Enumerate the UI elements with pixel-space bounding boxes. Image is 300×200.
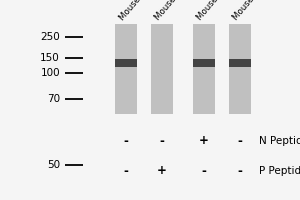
Text: P Peptide: P Peptide (259, 166, 300, 176)
Text: N Peptide: N Peptide (259, 136, 300, 146)
Text: -: - (202, 164, 206, 178)
Text: -: - (160, 134, 164, 148)
Text: -: - (124, 134, 128, 148)
Text: -: - (238, 134, 242, 148)
Bar (229, 59, 251, 67)
Bar (115, 24, 137, 114)
Text: +: + (199, 134, 209, 148)
Text: 100: 100 (40, 68, 60, 78)
Text: 50: 50 (47, 160, 60, 170)
Text: Mouse kidney: Mouse kidney (154, 0, 199, 22)
Text: Mouse kidney: Mouse kidney (196, 0, 241, 22)
Text: 250: 250 (40, 32, 60, 42)
Text: 150: 150 (40, 53, 60, 63)
Bar (151, 24, 173, 114)
Bar (115, 59, 137, 67)
Text: -: - (238, 164, 242, 178)
Text: Mouse heart: Mouse heart (118, 0, 159, 22)
Text: Mouse kidney: Mouse kidney (232, 0, 277, 22)
Bar (193, 59, 215, 67)
Text: +: + (157, 164, 167, 178)
Bar (229, 24, 251, 114)
Text: 70: 70 (47, 94, 60, 104)
Text: -: - (124, 164, 128, 178)
Bar (193, 24, 215, 114)
